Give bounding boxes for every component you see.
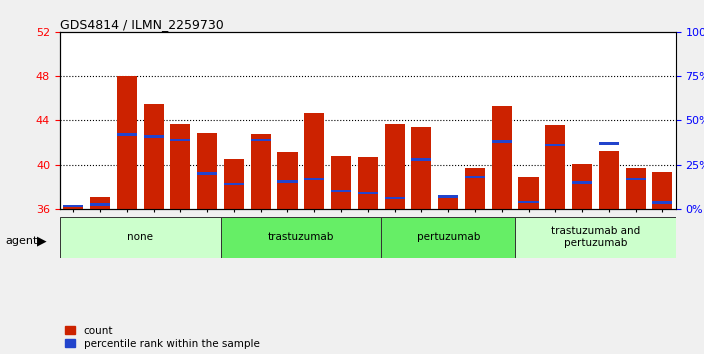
Bar xyxy=(438,195,458,198)
Text: GDS4814 / ILMN_2259730: GDS4814 / ILMN_2259730 xyxy=(60,18,224,31)
Bar xyxy=(518,201,539,203)
Bar xyxy=(331,190,351,192)
Bar xyxy=(63,206,83,209)
Bar xyxy=(63,205,83,207)
Bar xyxy=(491,106,512,209)
Bar xyxy=(546,125,565,209)
Bar xyxy=(626,168,646,209)
Bar xyxy=(170,124,190,209)
Bar xyxy=(653,172,672,209)
FancyBboxPatch shape xyxy=(60,217,220,258)
FancyBboxPatch shape xyxy=(220,217,382,258)
Bar xyxy=(438,195,458,209)
Bar xyxy=(358,157,378,209)
Text: ▶: ▶ xyxy=(37,234,46,247)
Bar xyxy=(277,153,298,209)
Bar xyxy=(465,176,485,178)
Bar xyxy=(197,132,218,209)
Bar xyxy=(572,164,592,209)
Bar xyxy=(411,158,432,160)
Bar xyxy=(197,172,218,175)
Bar xyxy=(251,139,271,141)
Text: trastuzumab: trastuzumab xyxy=(268,232,334,242)
Bar xyxy=(465,168,485,209)
Bar xyxy=(277,180,298,183)
Bar xyxy=(491,141,512,143)
Bar xyxy=(384,197,405,199)
Bar xyxy=(170,139,190,141)
Bar xyxy=(653,201,672,204)
Text: agent: agent xyxy=(6,236,38,246)
Text: pertuzumab: pertuzumab xyxy=(417,232,480,242)
Text: trastuzumab and
pertuzumab: trastuzumab and pertuzumab xyxy=(551,226,640,248)
Bar xyxy=(144,135,163,137)
Bar xyxy=(144,104,163,209)
Bar xyxy=(599,142,619,144)
Bar xyxy=(224,183,244,185)
Bar xyxy=(304,113,325,209)
Bar xyxy=(626,178,646,180)
Bar xyxy=(518,177,539,209)
Bar xyxy=(546,144,565,146)
Bar xyxy=(358,192,378,194)
Legend: count, percentile rank within the sample: count, percentile rank within the sample xyxy=(65,326,260,349)
Bar xyxy=(572,181,592,183)
Bar xyxy=(331,156,351,209)
Bar xyxy=(251,134,271,209)
FancyBboxPatch shape xyxy=(382,217,515,258)
Bar xyxy=(224,159,244,209)
Bar xyxy=(304,178,325,180)
Bar xyxy=(90,197,110,209)
Bar xyxy=(90,203,110,206)
Bar xyxy=(599,152,619,209)
Bar xyxy=(411,127,432,209)
Bar xyxy=(117,76,137,209)
Bar xyxy=(384,124,405,209)
Text: none: none xyxy=(127,232,153,242)
Bar xyxy=(117,133,137,136)
FancyBboxPatch shape xyxy=(515,217,676,258)
